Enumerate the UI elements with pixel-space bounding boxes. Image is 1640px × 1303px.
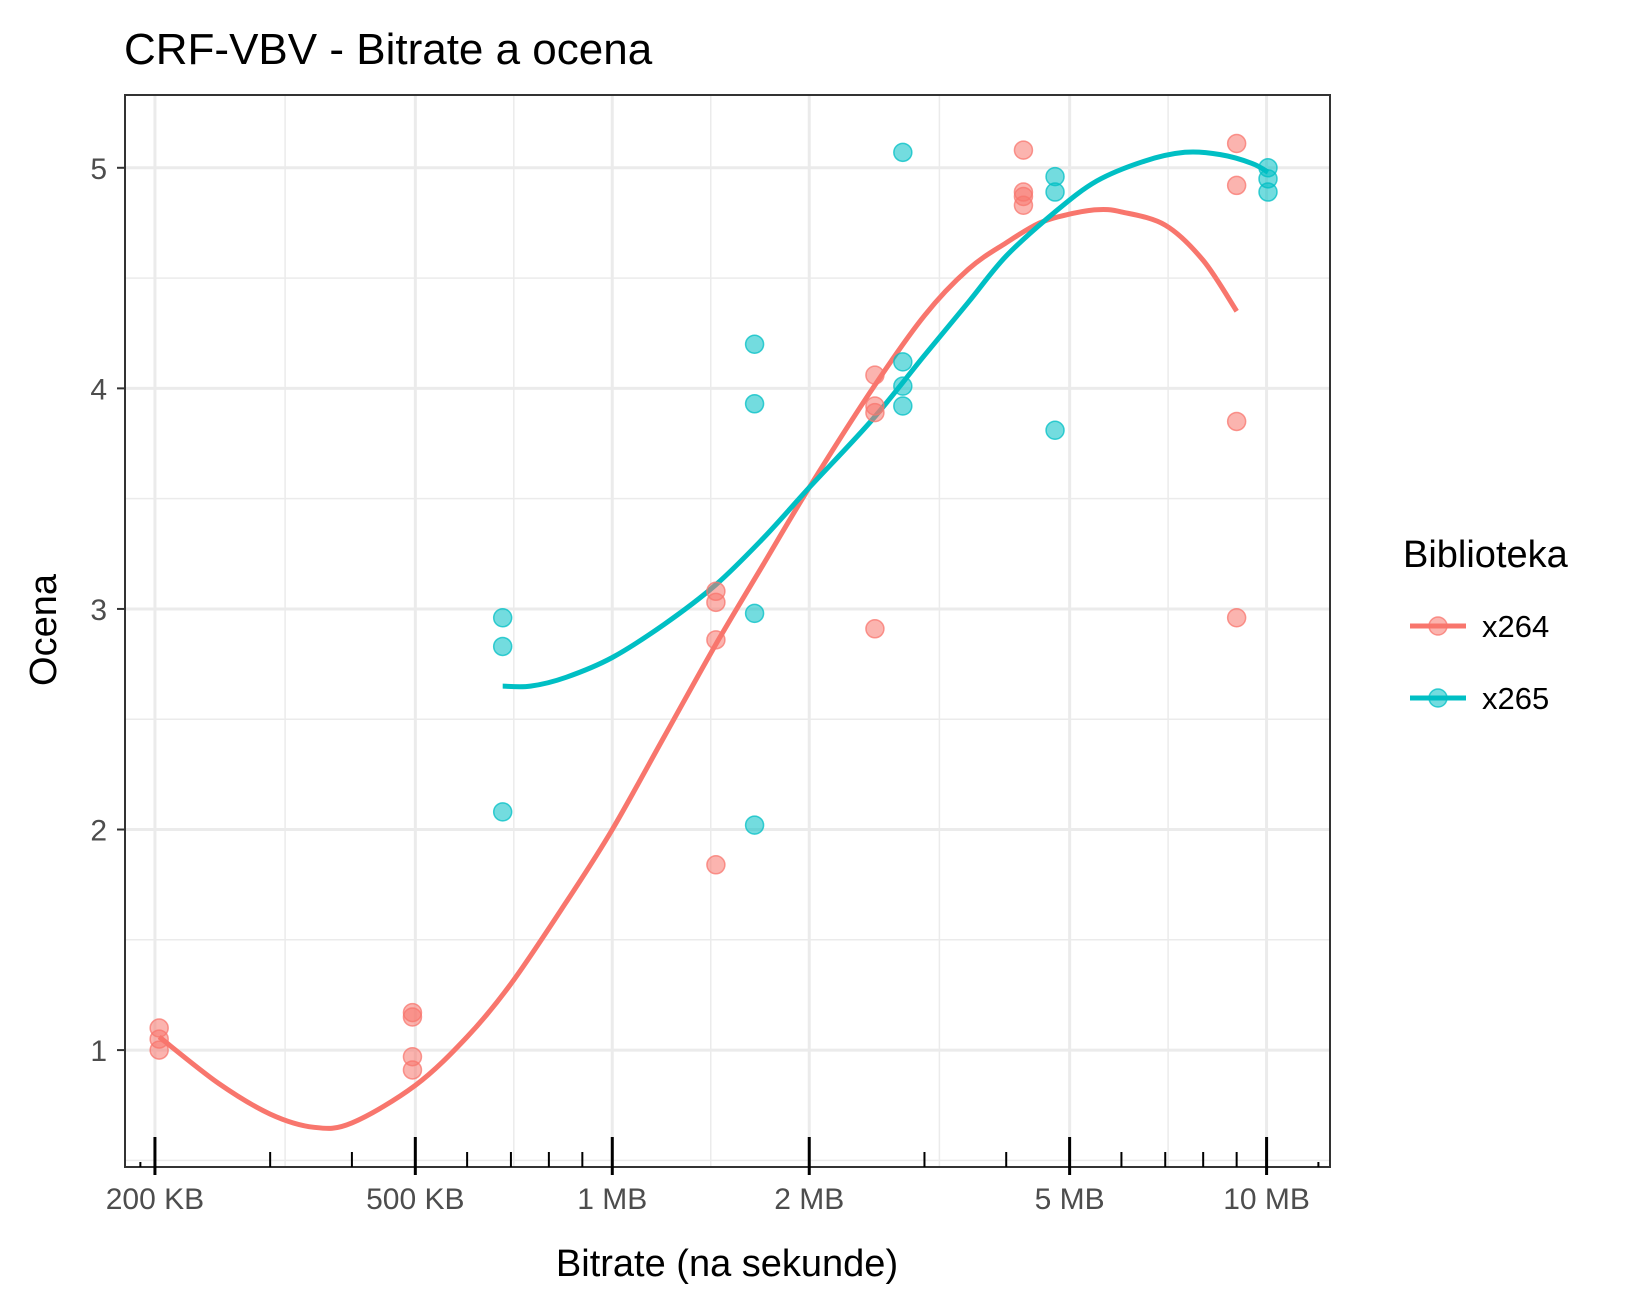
data-point-x264 (1013, 140, 1034, 160)
grid-minor (125, 95, 1330, 1167)
trend-lines (157, 149, 1270, 1131)
data-point-x265 (744, 394, 765, 414)
data-point-x265 (893, 352, 913, 372)
legend-key-point-x265 (1428, 688, 1448, 708)
data-point-x264 (1226, 133, 1247, 154)
data-point-x265 (1045, 182, 1065, 202)
data-point-x264 (706, 630, 726, 650)
data-point-x264 (149, 1040, 169, 1060)
legend-title: Biblioteka (1403, 534, 1569, 576)
data-point-x264 (706, 855, 726, 875)
y-axis: 1 2 3 4 5 (90, 153, 125, 1068)
trend-line-x264 (157, 207, 1239, 1131)
data-point-x264 (402, 1007, 423, 1027)
data-point-x265 (1258, 182, 1278, 202)
data-point-x264 (1226, 175, 1247, 196)
data-point-x265 (492, 636, 513, 657)
data-point-x265 (492, 608, 513, 628)
grid-major (125, 95, 1330, 1167)
legend: Biblioteka x264 x265 (1403, 534, 1569, 716)
chart-title: CRF-VBV - Bitrate a ocena (124, 25, 653, 74)
data-point-x265 (492, 802, 513, 822)
data-point-x265 (893, 376, 913, 396)
trend-line-x265 (502, 149, 1270, 690)
y-tick-label: 4 (90, 373, 107, 406)
y-tick-label: 1 (90, 1035, 107, 1068)
legend-label-x265: x265 (1482, 681, 1549, 716)
x-tick-label: 1 MB (577, 1183, 647, 1216)
data-point-x264 (1226, 608, 1247, 628)
y-axis-title: Ocena (23, 573, 65, 686)
data-point-x264 (865, 402, 885, 423)
data-point-x264 (402, 1060, 423, 1080)
data-point-x265 (744, 334, 765, 355)
x-tick-label: 500 KB (366, 1183, 464, 1216)
x-axis: 200 KB 500 KB 1 MB 2 MB 5 MB 10 MB (106, 1137, 1320, 1216)
data-point-x264 (706, 592, 726, 613)
y-tick-label: 2 (90, 815, 107, 848)
plot-panel (125, 95, 1330, 1167)
data-point-x265 (1045, 420, 1065, 441)
legend-label-x264: x264 (1482, 609, 1549, 644)
data-points (149, 133, 1278, 1080)
x-axis-title: Bitrate (na sekunde) (556, 1243, 898, 1285)
x-tick-label: 10 MB (1223, 1183, 1310, 1216)
plot-border (124, 94, 1331, 1168)
data-point-x264 (865, 619, 885, 639)
data-point-x265 (893, 142, 913, 163)
x-tick-label: 200 KB (106, 1183, 204, 1216)
x-tick-label: 2 MB (774, 1183, 844, 1216)
data-point-x265 (893, 396, 913, 416)
data-point-x264 (1226, 411, 1247, 432)
data-point-x265 (744, 603, 765, 624)
data-point-x264 (865, 365, 885, 385)
y-tick-label: 3 (90, 594, 107, 627)
legend-key-point-x264 (1428, 616, 1448, 636)
x-tick-label: 5 MB (1035, 1183, 1105, 1216)
data-point-x265 (744, 815, 765, 835)
legend-entries: x264 x265 (1410, 609, 1549, 716)
data-point-x264 (1013, 195, 1034, 216)
y-tick-label: 5 (90, 153, 107, 186)
